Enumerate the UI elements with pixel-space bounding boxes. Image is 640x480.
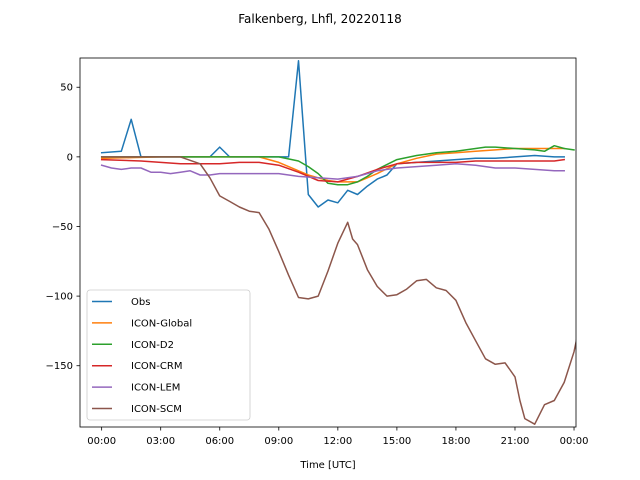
x-tick-label: 21:00 [501,436,530,447]
legend-label: Obs [131,297,150,308]
x-tick-label: 00:00 [87,436,116,447]
chart-title: Falkenberg, Lhfl, 20220118 [238,12,402,26]
y-tick-label: 50 [60,83,73,94]
x-tick-label: 18:00 [442,436,471,447]
plot-frame [79,57,577,428]
x-tick-label: 15:00 [382,436,411,447]
y-axis: 50 0 −50 −100 −150 [46,83,80,372]
y-tick-label: −150 [46,361,73,372]
legend-frame [86,289,251,421]
x-tick-label: 06:00 [205,436,234,447]
y-tick-label: −50 [52,222,73,233]
x-tick-label: 03:00 [146,436,175,447]
series-line-icon-lem [100,163,565,180]
legend-label: ICON-SCM [131,404,182,415]
legend-label: ICON-CRM [131,361,182,372]
legend: Obs ICON-Global ICON-D2 ICON-CRM ICON-LEM ICO… [86,289,251,421]
series-line-icon-scm [100,156,576,425]
x-axis: 00:00 03:00 06:00 09:00 12:00 15:00 18:00 21:00… [87,427,588,447]
x-tick-label: 12:00 [323,436,352,447]
x-axis-label: Time [UTC] [299,460,355,471]
series-layer [100,60,576,425]
legend-label: ICON-D2 [131,340,174,351]
x-tick-label: 00:00 [560,436,589,447]
legend-label: ICON-Global [131,318,192,329]
y-tick-label: −100 [46,292,73,303]
y-tick-label: 0 [67,152,73,163]
series-line-obs [100,60,565,208]
x-tick-label: 09:00 [264,436,293,447]
legend-label: ICON-LEM [131,383,180,394]
